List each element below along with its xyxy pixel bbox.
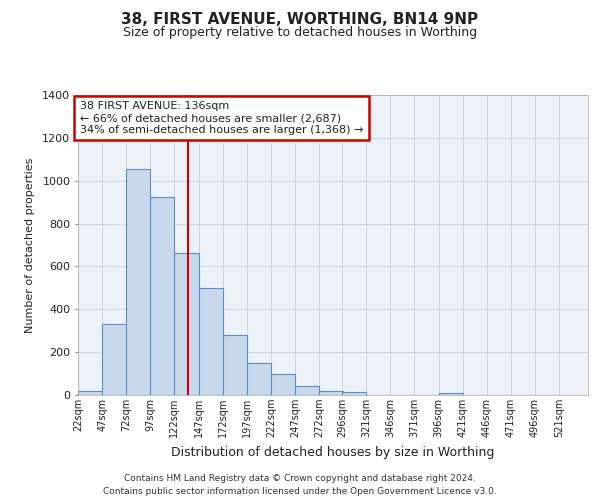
Bar: [319, 390, 343, 395]
Bar: [247, 363, 271, 395]
Bar: [126, 169, 151, 395]
Bar: [199, 288, 223, 395]
Bar: [78, 390, 102, 395]
Bar: [439, 393, 463, 395]
Text: 38 FIRST AVENUE: 136sqm
← 66% of detached houses are smaller (2,687)
34% of semi: 38 FIRST AVENUE: 136sqm ← 66% of detache…: [80, 102, 364, 134]
Text: 38, FIRST AVENUE, WORTHING, BN14 9NP: 38, FIRST AVENUE, WORTHING, BN14 9NP: [121, 12, 479, 28]
Bar: [223, 335, 247, 395]
Bar: [271, 374, 295, 395]
Text: Contains HM Land Registry data © Crown copyright and database right 2024.
Contai: Contains HM Land Registry data © Crown c…: [103, 474, 497, 496]
Bar: [342, 392, 366, 395]
Y-axis label: Number of detached properties: Number of detached properties: [25, 158, 35, 332]
X-axis label: Distribution of detached houses by size in Worthing: Distribution of detached houses by size …: [172, 446, 494, 458]
Bar: [295, 386, 319, 395]
Bar: [175, 252, 199, 395]
Bar: [102, 324, 126, 395]
Text: Size of property relative to detached houses in Worthing: Size of property relative to detached ho…: [123, 26, 477, 39]
Bar: [151, 197, 175, 395]
